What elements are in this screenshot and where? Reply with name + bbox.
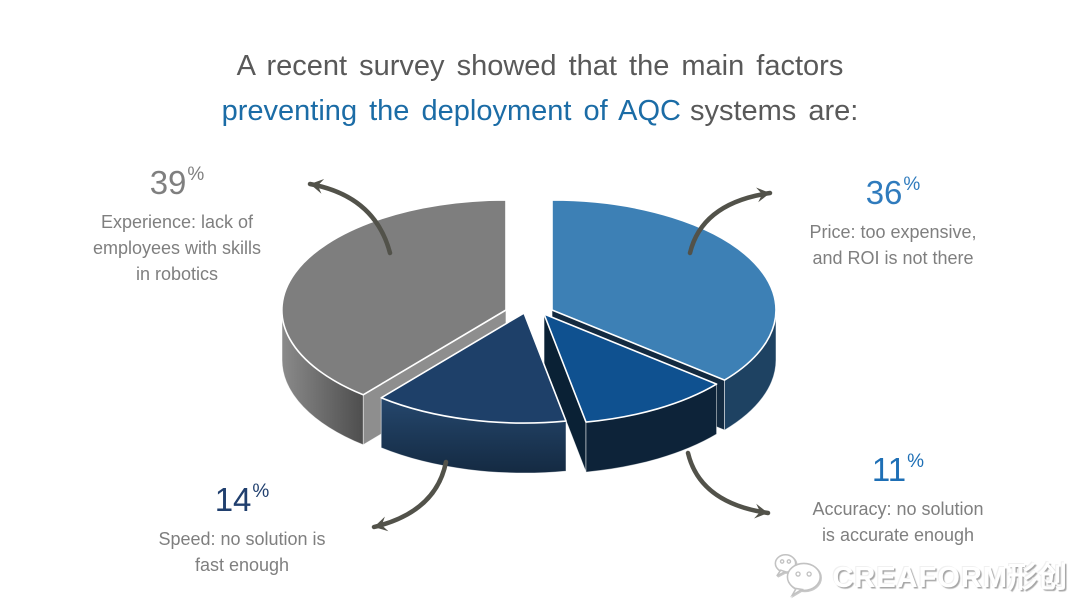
percent-speed: 14%	[214, 481, 270, 518]
percent-experience: 39%	[149, 164, 205, 201]
wechat-icon	[775, 553, 822, 598]
percent-price: 36%	[865, 174, 921, 211]
arrow-to-speed	[371, 459, 449, 532]
callout-experience: 39% Experience: lack of employees with s…	[47, 158, 307, 287]
callout-accuracy: 11% Accuracy: no solution is accurate en…	[768, 445, 1028, 548]
title-line-1-text: A recent survey showed that the main fac…	[236, 50, 844, 82]
slice-experience-top	[281, 199, 507, 396]
desc-speed: Speed: no solution is fast enough	[158, 529, 326, 575]
title-line-2: preventing the deployment of AQC systems …	[0, 89, 1080, 134]
percent-accuracy: 11%	[871, 451, 925, 488]
chart-title: A recent survey showed that the main fac…	[0, 44, 1080, 134]
callout-speed: 14% Speed: no solution is fast enough	[112, 475, 372, 578]
pie-slice-speed	[380, 312, 567, 474]
slice-speed-top	[380, 312, 567, 424]
desc-price: Price: too expensive, and ROI is not the…	[809, 222, 977, 268]
title-rest: systems are:	[689, 95, 859, 127]
pie-slice-accuracy	[543, 313, 718, 473]
callout-price: 36% Price: too expensive, and ROI is not…	[763, 168, 1023, 271]
arrow-to-price	[687, 187, 773, 256]
desc-accuracy: Accuracy: no solution is accurate enough	[812, 499, 984, 545]
title-highlight: preventing the deployment of AQC	[221, 95, 681, 127]
slice-accuracy-top	[543, 313, 718, 423]
arrow-to-accuracy	[685, 450, 771, 519]
desc-experience: Experience: lack of employees with skill…	[92, 212, 262, 284]
logo-text: CREAFORM形创	[832, 562, 1068, 594]
slice-price-top	[551, 199, 777, 381]
title-line-1: A recent survey showed that the main fac…	[0, 44, 1080, 89]
watermark-logo: CREAFORM形创	[772, 550, 1068, 600]
arrow-to-experience	[307, 178, 393, 256]
